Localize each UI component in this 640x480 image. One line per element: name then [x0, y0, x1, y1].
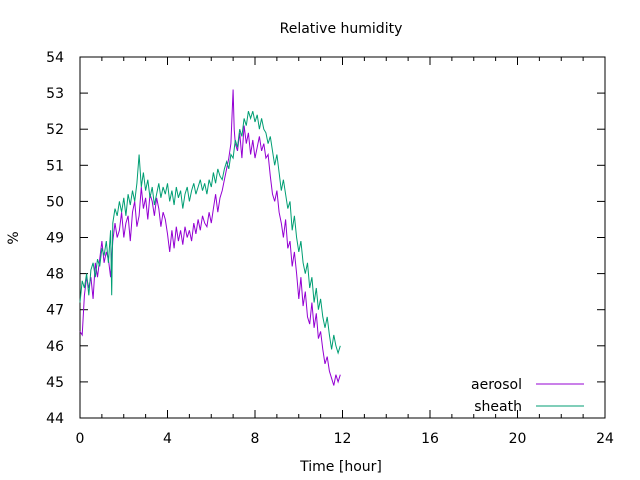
chart-title: Relative humidity: [280, 21, 403, 37]
y-tick-label: 49: [46, 231, 64, 247]
y-tick-label: 52: [46, 122, 64, 138]
x-tick-label: 12: [334, 431, 352, 447]
y-tick-label: 48: [46, 267, 64, 283]
x-tick-label: 20: [509, 431, 527, 447]
x-axis-label: Time [hour]: [299, 459, 382, 475]
x-tick-label: 0: [76, 431, 85, 447]
y-tick-label: 50: [46, 194, 64, 210]
legend-label-aerosol: aerosol: [471, 377, 522, 393]
y-tick-label: 46: [46, 339, 64, 355]
legend: aerosol sheath: [471, 377, 584, 415]
plot-area: [79, 89, 341, 386]
y-axis-label: %: [6, 231, 22, 244]
y-tick-label: 44: [46, 411, 64, 427]
y-tick-label: 53: [46, 86, 64, 102]
legend-label-sheath: sheath: [474, 399, 522, 415]
series-line-sheath: [79, 111, 341, 355]
x-tick-label: 24: [596, 431, 614, 447]
series-line-aerosol: [79, 89, 341, 386]
y-tick-label: 54: [46, 50, 64, 66]
y-tick-label: 51: [46, 158, 64, 174]
x-tick-label: 8: [251, 431, 260, 447]
y-tick-label: 45: [46, 375, 64, 391]
x-tick-label: 16: [421, 431, 439, 447]
y-tick-label: 47: [46, 303, 64, 319]
x-tick-label: 4: [163, 431, 172, 447]
